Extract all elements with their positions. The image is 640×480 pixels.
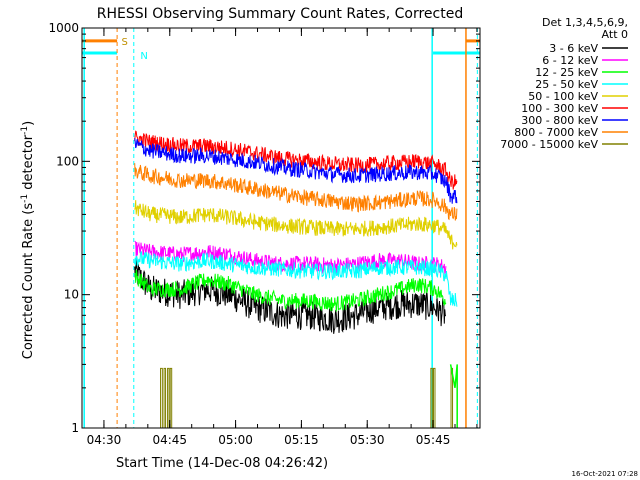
- y-label-main: Corrected Count Rate (s: [21, 203, 36, 360]
- legend-entry-label: 50 - 100 keV: [528, 90, 598, 103]
- series-line-50-100-keV: [134, 200, 458, 250]
- legend-entry-label: 100 - 300 keV: [521, 102, 598, 115]
- x-tick-label: 04:30: [87, 433, 122, 447]
- y-label-sup1: -1: [20, 194, 30, 203]
- series-line-6-12-keV: [134, 240, 447, 275]
- x-tick-label: 05:30: [350, 433, 385, 447]
- legend-entry-label: 7000 - 15000 keV: [500, 138, 598, 151]
- y-label-sup2: -1: [20, 126, 30, 135]
- x-axis-label: Start Time (14-Dec-08 04:26:42): [116, 456, 328, 471]
- series-line-800-7000-keV: [134, 163, 458, 221]
- legend-header-line-1: Det 1,3,4,5,6,9,: [542, 16, 628, 29]
- y-label-mid: detector: [21, 134, 36, 194]
- y-tick-label: 1: [71, 421, 79, 435]
- series-line-25-50-keV: [134, 251, 458, 307]
- legend-entry-label: 12 - 25 keV: [535, 66, 598, 79]
- flag-label-s: S: [121, 37, 127, 48]
- y-label-end: ): [21, 121, 36, 126]
- series-line-12-25-keV: [134, 269, 447, 312]
- x-tick-label: 05:45: [416, 433, 451, 447]
- footer-timestamp: 16-Oct-2021 07:28: [572, 470, 638, 478]
- legend-header-line-2: Att 0: [602, 28, 628, 41]
- series-line-300-800-keV: [134, 138, 458, 204]
- x-tick-label: 04:45: [152, 433, 187, 447]
- legend-entry-label: 800 - 7000 keV: [514, 126, 598, 139]
- series-line-12-25-kev-tail: [449, 364, 458, 428]
- x-tick-label: 05:00: [218, 433, 253, 447]
- y-tick-label: 100: [56, 154, 79, 168]
- series-layer: [134, 130, 458, 429]
- legend-entry-label: 25 - 50 keV: [535, 78, 598, 91]
- legend-entry-label: 3 - 6 keV: [549, 42, 598, 55]
- y-axis-label: Corrected Count Rate (s-1 detector-1): [20, 121, 36, 359]
- flag-label-n: N: [140, 51, 147, 62]
- y-tick-label: 1000: [48, 21, 79, 35]
- chart-title: RHESSI Observing Summary Count Rates, Co…: [97, 6, 463, 22]
- y-tick-label: 10: [64, 288, 79, 302]
- axes: 1 10 100 1000 04:30 04:45 05:00 05:15 05:30 05:45: [48, 21, 481, 447]
- plot-frame: [81, 27, 481, 429]
- legend-entry-label: 300 - 800 keV: [521, 114, 598, 127]
- legend-entry-label: 6 - 12 keV: [542, 54, 598, 67]
- x-tick-label: 05:15: [284, 433, 319, 447]
